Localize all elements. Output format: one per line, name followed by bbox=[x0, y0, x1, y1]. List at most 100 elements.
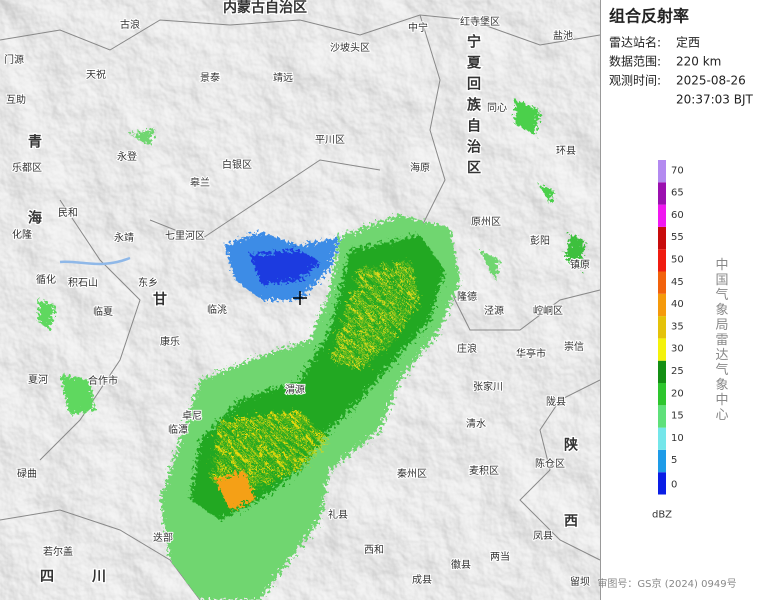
legend-label: 55 bbox=[671, 232, 684, 243]
region-label: 陕西 bbox=[562, 436, 578, 589]
legend-swatch bbox=[658, 204, 666, 227]
legend-swatch bbox=[658, 160, 666, 183]
legend-label: 25 bbox=[671, 366, 684, 377]
legend-swatch bbox=[658, 405, 666, 428]
place-label: 卓尼 bbox=[182, 410, 202, 422]
place-label: 中宁 bbox=[408, 21, 428, 34]
legend-swatch bbox=[658, 316, 666, 339]
place-label: 红寺堡区 bbox=[460, 15, 500, 28]
place-label: 临夏 bbox=[93, 305, 113, 318]
legend-swatch bbox=[658, 449, 666, 473]
legend-swatch bbox=[658, 360, 666, 383]
place-label: 原州区 bbox=[471, 216, 501, 228]
legend-label: 0 bbox=[671, 480, 677, 491]
place-label: 靖远 bbox=[273, 71, 293, 84]
place-label: 白银区 bbox=[222, 158, 252, 171]
legend-label: 45 bbox=[671, 277, 684, 288]
place-label: 古浪 bbox=[120, 18, 140, 31]
region-label: 甘 bbox=[153, 291, 167, 308]
place-label: 凤县 bbox=[533, 530, 553, 542]
place-label: 景泰 bbox=[200, 71, 220, 84]
place-label: 海原 bbox=[410, 161, 430, 174]
place-label: 乐都区 bbox=[12, 162, 42, 174]
place-label: 平川区 bbox=[315, 134, 345, 146]
info-value: 220 km bbox=[676, 55, 721, 69]
legend-swatch bbox=[658, 249, 666, 272]
place-label: 皋兰 bbox=[190, 176, 210, 189]
info-label: 数据范围: bbox=[609, 54, 661, 69]
place-label: 门源 bbox=[4, 53, 24, 66]
legend-label: 10 bbox=[671, 433, 684, 444]
place-label: 成县 bbox=[412, 574, 432, 586]
region-label: 青海 bbox=[26, 133, 42, 286]
legend-label: 65 bbox=[671, 188, 684, 199]
info-label: 观测时间: bbox=[609, 74, 661, 88]
place-label: 临洮 bbox=[207, 303, 227, 316]
legend-swatch bbox=[658, 427, 666, 450]
radar-echo bbox=[38, 100, 585, 600]
region-label: 内蒙古自治区 bbox=[223, 0, 307, 16]
place-label: 张家川 bbox=[473, 380, 503, 393]
place-label: 陈仓区 bbox=[535, 457, 565, 470]
place-label: 清水 bbox=[466, 417, 486, 430]
legend-label: 40 bbox=[671, 299, 684, 310]
legend-swatch bbox=[658, 226, 666, 250]
place-label: 徽县 bbox=[451, 558, 471, 571]
info-value: 20:37:03 BJT bbox=[676, 93, 753, 107]
legend-label: 60 bbox=[671, 210, 684, 221]
place-label: 秦州区 bbox=[397, 467, 427, 480]
legend-label: 30 bbox=[671, 344, 684, 355]
radar-site bbox=[293, 291, 307, 305]
place-label: 迭部 bbox=[153, 531, 173, 544]
place-label: 康乐 bbox=[160, 335, 180, 348]
place-label: 同心 bbox=[487, 102, 507, 114]
place-label: 镇原 bbox=[570, 258, 590, 271]
place-label: 盐池 bbox=[553, 29, 573, 42]
legend-label: 35 bbox=[671, 321, 684, 332]
place-label: 崇信 bbox=[564, 341, 584, 353]
legend-label: 5 bbox=[671, 455, 677, 466]
place-label: 两当 bbox=[490, 550, 510, 563]
place-label: 隆德 bbox=[457, 290, 477, 303]
info-label: 雷达站名: bbox=[609, 35, 661, 50]
place-label: 临潭 bbox=[168, 423, 188, 436]
place-label: 留坝 bbox=[570, 575, 590, 588]
place-label: 合作市 bbox=[88, 374, 118, 387]
legend-label: 70 bbox=[671, 165, 684, 176]
place-label: 碌曲 bbox=[17, 468, 37, 480]
place-label: 崆峒区 bbox=[533, 304, 563, 317]
place-label: 麦积区 bbox=[469, 465, 499, 477]
panel-title: 组合反射率 bbox=[609, 7, 689, 26]
place-label: 永登 bbox=[117, 150, 137, 163]
place-label: 夏河 bbox=[28, 374, 48, 386]
place-label: 若尔盖 bbox=[43, 545, 73, 558]
place-label: 华亭市 bbox=[516, 347, 546, 360]
legend-label: 20 bbox=[671, 388, 684, 399]
info-panel bbox=[600, 0, 757, 600]
region-label: 四川 bbox=[40, 569, 144, 585]
legend-label: 50 bbox=[671, 255, 684, 266]
place-label: 互助 bbox=[6, 93, 26, 106]
legend-swatch bbox=[658, 383, 666, 406]
legend-swatch bbox=[658, 271, 666, 294]
place-label: 庄浪 bbox=[457, 342, 477, 355]
place-label: 化隆 bbox=[12, 228, 32, 241]
legend-swatch bbox=[658, 472, 666, 495]
river bbox=[59, 256, 131, 266]
place-label: 彭阳 bbox=[530, 234, 550, 247]
place-label: 渭源 bbox=[285, 383, 305, 396]
legend-swatch bbox=[658, 182, 666, 205]
place-label: 陇县 bbox=[546, 395, 566, 408]
place-label: 礼县 bbox=[328, 508, 348, 521]
legend-swatch bbox=[658, 293, 666, 317]
legend: 0 5 10 15 20 25 30 35 40 45 50 55 60 65 70 dBZ bbox=[652, 160, 684, 521]
legend-label: 15 bbox=[671, 411, 684, 422]
place-label: 环县 bbox=[556, 145, 576, 157]
legend-swatch bbox=[658, 338, 666, 361]
place-label: 民和 bbox=[58, 207, 78, 219]
